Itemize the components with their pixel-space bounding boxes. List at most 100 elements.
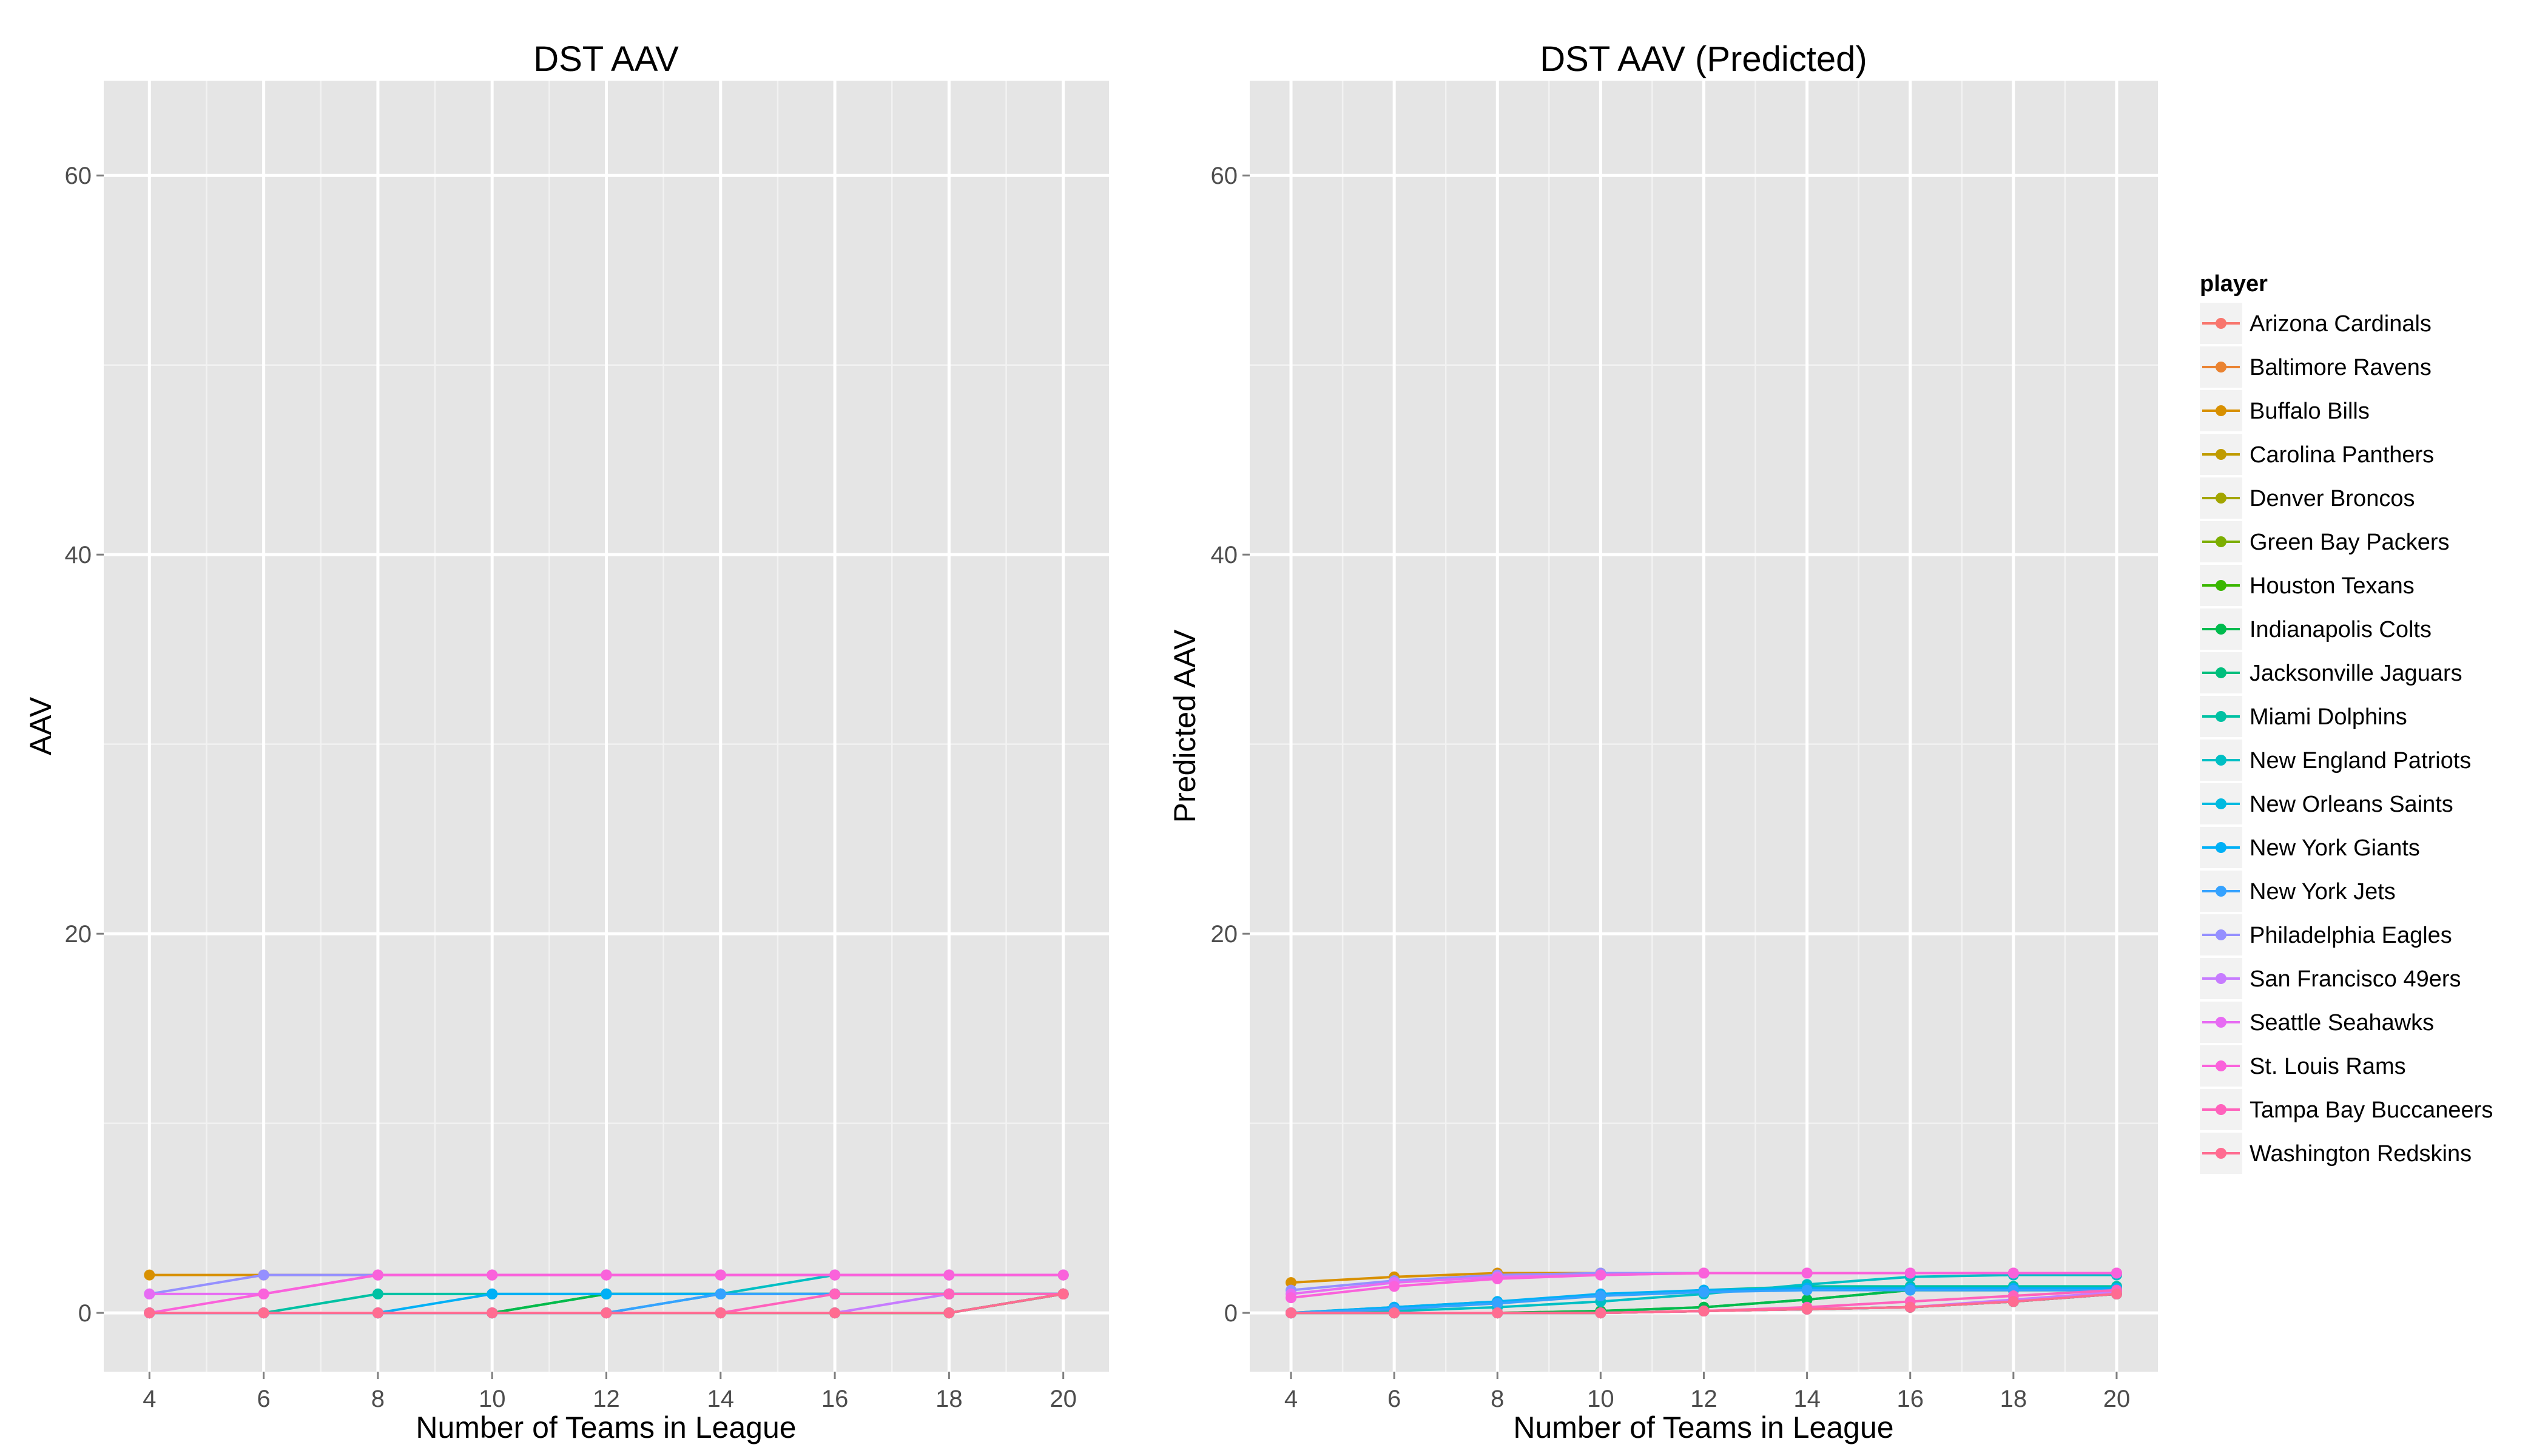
legend-item-washington-redskins: Washington Redskins (2200, 1133, 2472, 1174)
legend-key-point (2216, 667, 2226, 678)
data-point (1904, 1301, 1916, 1313)
data-point (1057, 1269, 1069, 1281)
data-point (1492, 1273, 1503, 1284)
x-tick-label: 16 (821, 1386, 849, 1412)
legend-key-point (2216, 711, 2226, 722)
legend-label: Jacksonville Jaguars (2250, 661, 2462, 686)
legend-item-san-francisco-49ers: San Francisco 49ers (2200, 958, 2461, 999)
legend-item-houston-texans: Houston Texans (2200, 565, 2415, 606)
legend-item-new-orleans-saints: New Orleans Saints (2200, 783, 2453, 824)
x-tick-label: 12 (1690, 1386, 1717, 1412)
axis-ticks: 4 6 8 10 12 14 16 18 20 0 20 40 60 (1211, 163, 2131, 1412)
legend-label: New England Patriots (2250, 748, 2471, 774)
legend-label: Buffalo Bills (2250, 399, 2370, 424)
legend-key-point (2216, 449, 2226, 460)
data-point (943, 1288, 955, 1299)
data-point (2007, 1296, 2019, 1307)
y-tick-label: 20 (1211, 921, 1238, 948)
legend-label: Denver Broncos (2250, 486, 2415, 511)
legend-item-jacksonville-jaguars: Jacksonville Jaguars (2200, 652, 2462, 693)
legend-label: Philadelphia Eagles (2250, 923, 2452, 948)
data-point (258, 1269, 269, 1281)
data-point (1286, 1292, 1297, 1304)
data-point (1698, 1306, 1710, 1317)
x-tick-label: 18 (2000, 1386, 2027, 1412)
legend-item-st-louis-rams: St. Louis Rams (2200, 1045, 2406, 1087)
legend: player Arizona Cardinals Baltimore Ravens… (2200, 271, 2493, 1174)
legend-key-point (2216, 580, 2226, 591)
data-point (372, 1269, 383, 1281)
legend-title: player (2200, 271, 2268, 297)
legend-label: Miami Dolphins (2250, 704, 2407, 730)
legend-item-seattle-seahawks: Seattle Seahawks (2200, 1002, 2434, 1043)
y-tick-label: 0 (78, 1300, 92, 1327)
legend-item-tampa-bay-buccaneers: Tampa Bay Buccaneers (2200, 1089, 2493, 1130)
legend-item-miami-dolphins: Miami Dolphins (2200, 696, 2407, 737)
data-point (1492, 1307, 1503, 1319)
data-point (1801, 1294, 1813, 1306)
legend-label: Green Bay Packers (2250, 530, 2449, 555)
legend-label: New York Giants (2250, 835, 2420, 861)
x-tick-label: 12 (593, 1386, 620, 1412)
data-point (715, 1307, 726, 1319)
x-tick-label: 20 (2103, 1386, 2131, 1412)
data-point (1698, 1286, 1710, 1298)
legend-item-indianapolis-colts: Indianapolis Colts (2200, 608, 2432, 650)
chart-title: DST AAV (533, 39, 679, 79)
data-point (1595, 1307, 1606, 1319)
data-point (601, 1269, 612, 1281)
data-point (715, 1288, 726, 1299)
data-point (372, 1288, 383, 1299)
data-point (1801, 1284, 1813, 1296)
legend-key-point (2216, 1104, 2226, 1115)
legend-key-point (2216, 536, 2226, 547)
data-point (601, 1307, 612, 1319)
data-point (1492, 1298, 1503, 1309)
legend-label: New Orleans Saints (2250, 792, 2453, 817)
series-lines (1286, 1267, 2122, 1319)
y-tick-label: 60 (1211, 163, 1238, 189)
x-tick-label: 18 (935, 1386, 963, 1412)
series-washington-redskins (144, 1288, 1069, 1319)
data-point (144, 1288, 155, 1299)
legend-label: Arizona Cardinals (2250, 311, 2432, 337)
data-point (943, 1269, 955, 1281)
legend-label: Houston Texans (2250, 573, 2415, 599)
chart-panel-aav: 4 6 8 10 12 14 16 18 20 0 20 40 60 DST AAV Number of… (24, 39, 1109, 1444)
data-point (1286, 1277, 1297, 1289)
data-point (2007, 1267, 2019, 1279)
legend-label: St. Louis Rams (2250, 1054, 2406, 1079)
data-point (144, 1269, 155, 1281)
data-point (1057, 1288, 1069, 1299)
legend-item-new-york-giants: New York Giants (2200, 827, 2420, 868)
data-point (258, 1288, 269, 1299)
chart-title: DST AAV (Predicted) (1540, 39, 1867, 79)
data-point (1801, 1267, 1813, 1279)
x-tick-label: 6 (257, 1386, 270, 1412)
legend-item-new-england-patriots: New England Patriots (2200, 740, 2471, 781)
legend-item-philadelphia-eagles: Philadelphia Eagles (2200, 914, 2452, 956)
data-point (144, 1307, 155, 1319)
legend-item-denver-broncos: Denver Broncos (2200, 477, 2415, 519)
legend-item-new-york-jets: New York Jets (2200, 871, 2396, 912)
x-tick-label: 20 (1050, 1386, 1077, 1412)
legend-item-arizona-cardinals: Arizona Cardinals (2200, 303, 2432, 344)
data-point (1904, 1284, 1916, 1296)
legend-items: Arizona Cardinals Baltimore Ravens Buffalo… (2200, 303, 2493, 1174)
legend-key-point (2216, 886, 2226, 897)
legend-key-point (2216, 1017, 2226, 1028)
x-tick-label: 14 (1793, 1386, 1821, 1412)
data-point (1595, 1290, 1606, 1302)
legend-label: New York Jets (2250, 879, 2396, 905)
legend-key-point (2216, 318, 2226, 329)
legend-item-carolina-panthers: Carolina Panthers (2200, 434, 2434, 475)
x-tick-label: 4 (1284, 1386, 1298, 1412)
series-st-louis-rams (1286, 1267, 2122, 1304)
x-axis-title: Number of Teams in League (416, 1410, 796, 1444)
legend-label: Washington Redskins (2250, 1141, 2472, 1167)
major-gridlines (1250, 81, 2158, 1372)
y-tick-label: 60 (65, 163, 92, 189)
legend-item-buffalo-bills: Buffalo Bills (2200, 390, 2370, 431)
data-point (829, 1269, 841, 1281)
